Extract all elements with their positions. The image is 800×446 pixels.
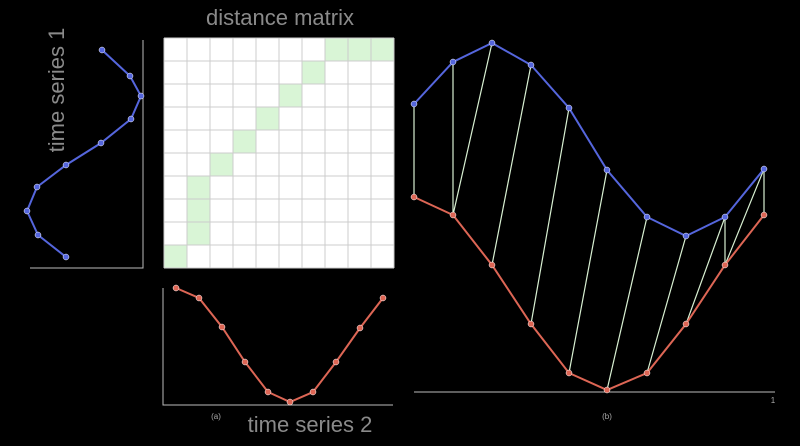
series-1-label: time series 1	[44, 28, 69, 153]
series-1-point	[34, 231, 42, 239]
series-1-point	[137, 92, 145, 100]
warping-link	[724, 168, 765, 266]
series-1-point	[126, 72, 134, 80]
series-2-point	[172, 284, 180, 292]
warping-link	[452, 42, 493, 216]
series-2-point	[721, 261, 729, 269]
series-1-point	[62, 161, 70, 169]
matrix-cell	[187, 176, 210, 199]
series-2-point	[195, 294, 203, 302]
series-2-point	[449, 211, 457, 219]
series-2-label: time series 2	[248, 412, 373, 437]
series-1-point	[643, 213, 651, 221]
warping-link	[568, 169, 608, 374]
warping-link	[646, 235, 687, 374]
series-1-point	[449, 58, 457, 66]
warping-link	[530, 107, 570, 325]
series-2-point	[356, 324, 364, 332]
series-2-point	[218, 323, 226, 331]
matrix-cell	[164, 245, 187, 268]
axis	[30, 40, 144, 269]
series-1-point	[62, 253, 70, 261]
series-2-point	[286, 398, 294, 406]
series-1-point	[721, 213, 729, 221]
series-2-point	[603, 386, 611, 394]
axis	[162, 288, 393, 406]
series-1-point	[23, 207, 31, 215]
series-2-line	[413, 196, 765, 392]
series-2-point	[332, 358, 340, 366]
series-1-point	[98, 46, 106, 54]
matrix-cell	[302, 61, 325, 84]
series-2-point	[527, 320, 535, 328]
series-1-point	[127, 115, 135, 123]
series-2-point	[264, 388, 272, 396]
warping-link	[491, 64, 532, 266]
matrix-cell	[210, 153, 233, 176]
matrix-cell	[371, 38, 394, 61]
series-1-point	[760, 165, 768, 173]
series-2-point	[241, 358, 249, 366]
matrix-cell	[348, 38, 371, 61]
panel-label: (a)	[211, 412, 221, 421]
series-1-point	[97, 139, 105, 147]
matrix-title: distance matrix	[206, 5, 354, 30]
series-1-line	[25, 49, 143, 258]
series-2-line	[175, 287, 384, 404]
series-2-point	[309, 388, 317, 396]
warping-link	[685, 216, 726, 325]
series-2-point	[643, 369, 651, 377]
matrix-cell	[233, 130, 256, 153]
series-1-point	[565, 104, 573, 112]
series-1-point	[33, 183, 41, 191]
series-1-point	[488, 39, 496, 47]
matrix-cell	[279, 84, 302, 107]
series-1-point	[682, 232, 690, 240]
series-1-point	[410, 100, 418, 108]
series-2-point	[565, 369, 573, 377]
matrix-cell	[325, 38, 348, 61]
matrix-cell	[187, 222, 210, 245]
series-2-point	[682, 320, 690, 328]
axis-label: 1	[771, 396, 776, 405]
series-2-point	[488, 261, 496, 269]
matrix-cell	[256, 107, 279, 130]
matrix-cell	[187, 199, 210, 222]
series-1-point	[527, 61, 535, 69]
panel-label: (b)	[602, 412, 612, 421]
series-1-point	[603, 166, 611, 174]
warping-link	[606, 216, 648, 391]
series-2-point	[379, 294, 387, 302]
series-1-line	[413, 41, 765, 238]
series-2-point	[410, 193, 418, 201]
series-2-point	[760, 211, 768, 219]
